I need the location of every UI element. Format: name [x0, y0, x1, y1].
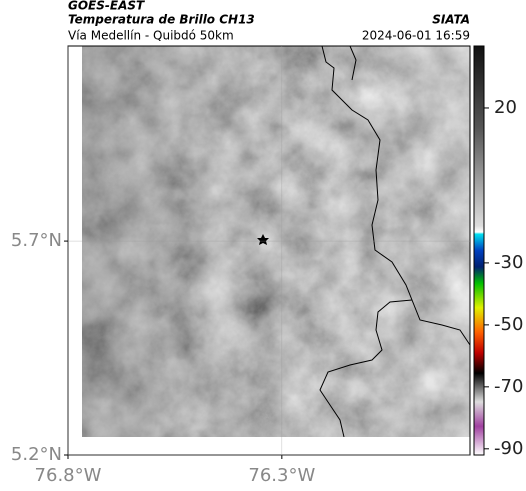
colorbar-tick-label: -30 — [494, 252, 523, 273]
border — [349, 46, 357, 81]
x-tick-label: 76.3°W — [248, 465, 315, 486]
colorbar-tick-label: 20 — [494, 97, 517, 118]
source: SIATA — [432, 13, 470, 27]
colorbar-tick-label: -90 — [494, 438, 523, 459]
imagery — [82, 46, 470, 437]
border — [319, 299, 413, 437]
subtitle: Temperatura de Brillo CH13 — [68, 13, 255, 27]
colorbar-tick-label: -50 — [494, 314, 523, 335]
title: GOES-EAST — [68, 0, 145, 13]
y-tick-label: 5.2°N — [11, 444, 62, 465]
y-tick-label: 5.7°N — [11, 230, 62, 251]
border — [321, 46, 470, 346]
timestamp: 2024-06-01 16:59 — [362, 29, 470, 43]
colorbar — [473, 45, 485, 456]
colorbar-tick-label: -70 — [494, 376, 523, 397]
region: Vía Medellín - Quibdó 50km — [68, 29, 234, 43]
x-tick-label: 76.8°W — [35, 465, 102, 486]
location-star — [257, 234, 269, 245]
shading — [82, 46, 470, 437]
